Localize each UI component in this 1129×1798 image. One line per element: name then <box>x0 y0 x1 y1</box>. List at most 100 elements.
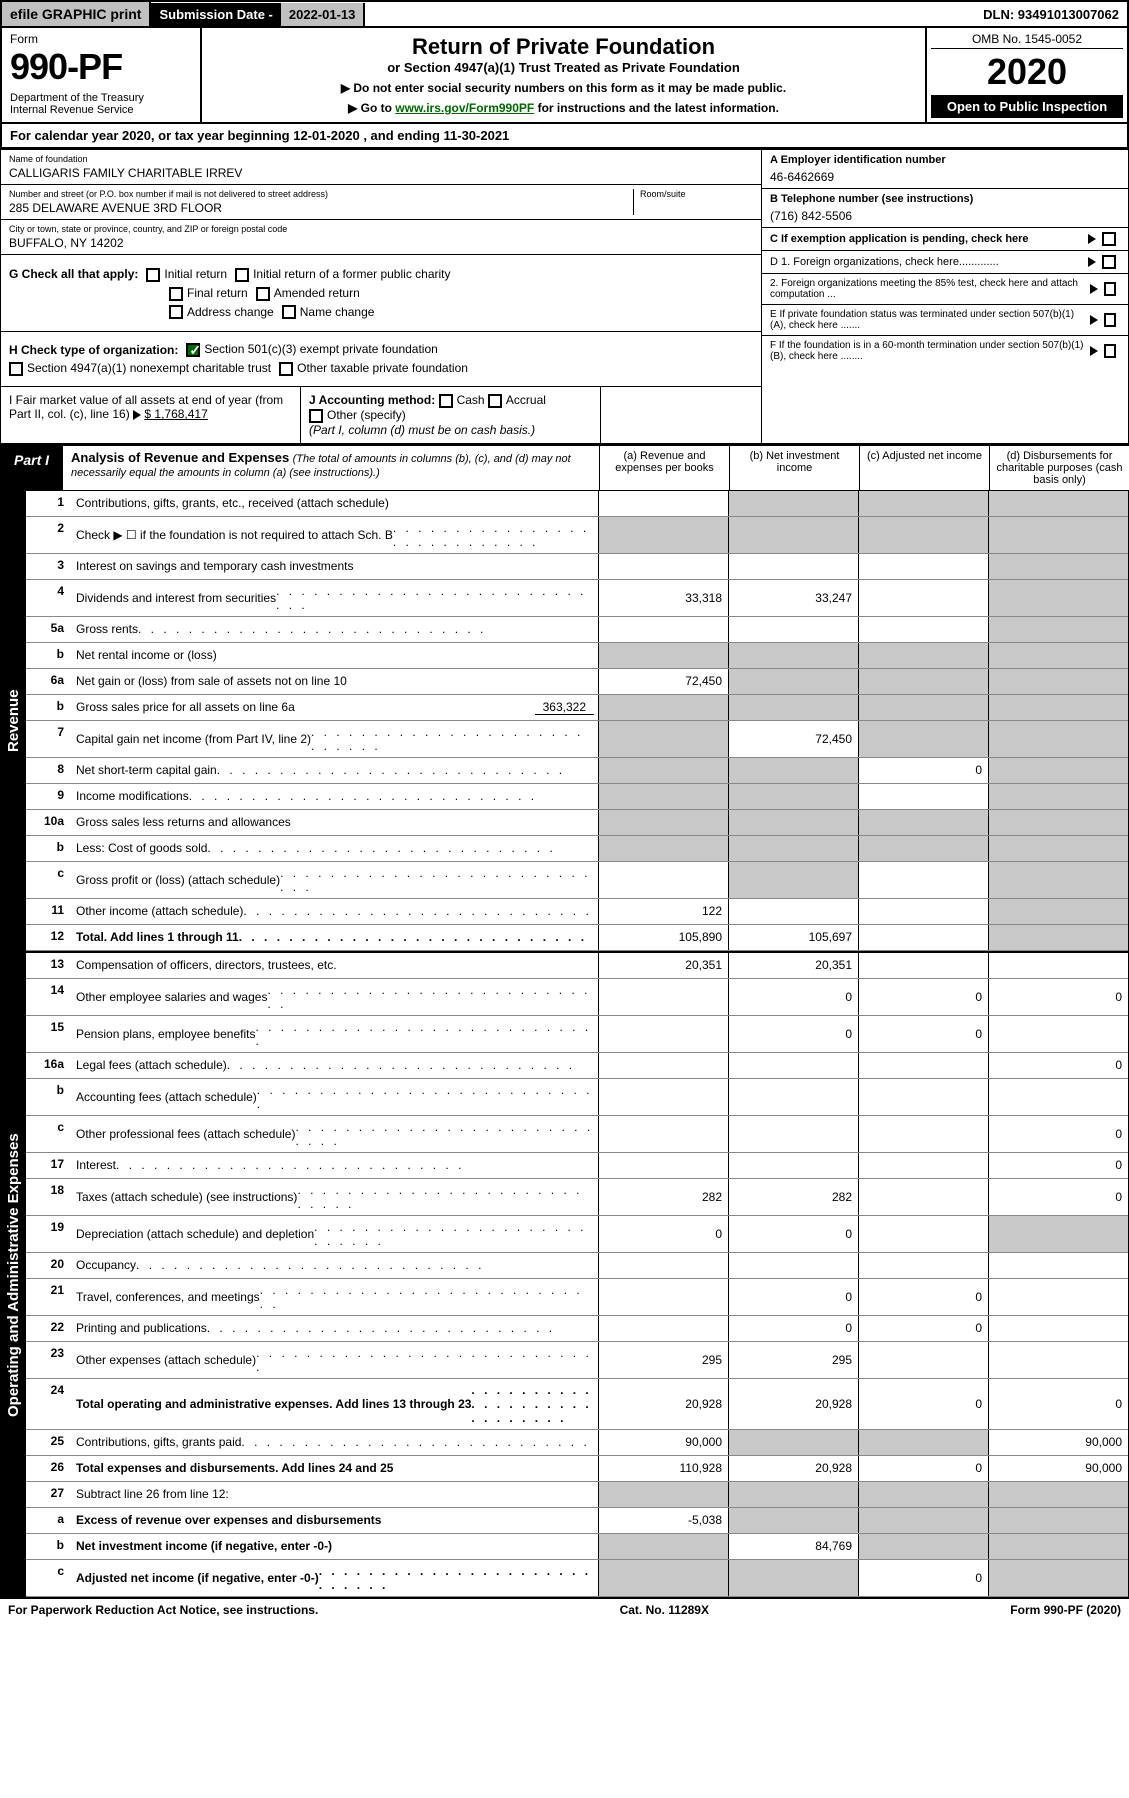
table-cell: 20,928 <box>728 1456 858 1481</box>
other-taxable-checkbox[interactable] <box>279 362 293 376</box>
row-label: Interest on savings and temporary cash i… <box>72 554 598 579</box>
table-row: 24 Total operating and administrative ex… <box>26 1379 1128 1430</box>
name-change-checkbox[interactable] <box>282 305 296 319</box>
row-label: Travel, conferences, and meetings <box>72 1279 598 1315</box>
row-number: 27 <box>26 1482 72 1507</box>
open-public-badge: Open to Public Inspection <box>931 95 1123 118</box>
section-j: J Accounting method: Cash Accrual Other … <box>301 387 601 443</box>
table-cell <box>858 617 988 642</box>
table-cell: 33,318 <box>598 580 728 616</box>
table-cell <box>728 862 858 898</box>
cash-checkbox[interactable] <box>439 394 453 408</box>
row-label: Gross rents <box>72 617 598 642</box>
table-row: b Gross sales price for all assets on li… <box>26 695 1128 721</box>
initial-public-checkbox[interactable] <box>235 268 249 282</box>
table-cell <box>858 554 988 579</box>
row-number: 1 <box>26 491 72 516</box>
row-number: b <box>26 695 72 720</box>
form-label: Form <box>10 32 192 46</box>
amended-return-checkbox[interactable] <box>256 287 270 301</box>
table-cell <box>728 1508 858 1533</box>
table-cell <box>988 836 1128 861</box>
table-cell: 90,000 <box>598 1430 728 1455</box>
final-return-checkbox[interactable] <box>169 287 183 301</box>
501c3-checkbox[interactable] <box>186 343 200 357</box>
table-cell <box>988 925 1128 950</box>
table-cell: 0 <box>858 758 988 783</box>
table-cell <box>858 721 988 757</box>
row-number: 4 <box>26 580 72 616</box>
row-number: b <box>26 643 72 668</box>
c-checkbox[interactable] <box>1102 232 1116 246</box>
row-number: 9 <box>26 784 72 809</box>
address-change-checkbox[interactable] <box>169 305 183 319</box>
table-cell <box>728 554 858 579</box>
table-cell: 282 <box>598 1179 728 1215</box>
table-cell <box>598 1153 728 1178</box>
efile-button[interactable]: efile GRAPHIC print <box>2 2 151 26</box>
table-cell <box>988 1508 1128 1533</box>
table-cell <box>988 617 1128 642</box>
table-cell <box>858 1053 988 1078</box>
row-label: Subtract line 26 from line 12: <box>72 1482 598 1507</box>
form-subtitle: or Section 4947(a)(1) Trust Treated as P… <box>208 60 919 75</box>
table-cell: 0 <box>988 1153 1128 1178</box>
omb-number: OMB No. 1545-0052 <box>931 32 1123 49</box>
table-cell <box>988 953 1128 978</box>
table-cell <box>598 1253 728 1278</box>
h-section: H Check type of organization: Section 50… <box>9 342 753 357</box>
e-checkbox[interactable] <box>1104 313 1116 327</box>
table-cell <box>988 1079 1128 1115</box>
d2-label: 2. Foreign organizations meeting the 85%… <box>770 278 1090 300</box>
table-row: 18 Taxes (attach schedule) (see instruct… <box>26 1179 1128 1216</box>
table-cell: 33,247 <box>728 580 858 616</box>
other-method-checkbox[interactable] <box>309 409 323 423</box>
table-cell <box>728 758 858 783</box>
initial-return-checkbox[interactable] <box>146 268 160 282</box>
table-row: 10a Gross sales less returns and allowan… <box>26 810 1128 836</box>
table-row: 22 Printing and publications 00 <box>26 1316 1128 1342</box>
table-cell <box>598 862 728 898</box>
accrual-checkbox[interactable] <box>488 394 502 408</box>
row-label: Legal fees (attach schedule) <box>72 1053 598 1078</box>
table-cell <box>988 1316 1128 1341</box>
arrow-icon <box>1090 346 1098 356</box>
table-row: 2 Check ▶ ☐ if the foundation is not req… <box>26 517 1128 554</box>
foundation-name: CALLIGARIS FAMILY CHARITABLE IRREV <box>9 166 753 180</box>
table-cell <box>598 1116 728 1152</box>
f-checkbox[interactable] <box>1104 344 1116 358</box>
table-row: 1 Contributions, gifts, grants, etc., re… <box>26 491 1128 517</box>
table-row: 27 Subtract line 26 from line 12: <box>26 1482 1128 1508</box>
row-number: 24 <box>26 1379 72 1429</box>
irs-link[interactable]: www.irs.gov/Form990PF <box>395 101 534 115</box>
expenses-label: Operating and Administrative Expenses <box>1 953 26 1597</box>
table-row: 26 Total expenses and disbursements. Add… <box>26 1456 1128 1482</box>
table-cell <box>858 1179 988 1215</box>
city: BUFFALO, NY 14202 <box>9 236 753 250</box>
table-cell <box>988 1279 1128 1315</box>
col-c-header: (c) Adjusted net income <box>859 446 989 490</box>
c-label: C If exemption application is pending, c… <box>770 233 1029 245</box>
form-number: 990-PF <box>10 46 192 88</box>
d2-checkbox[interactable] <box>1104 282 1116 296</box>
table-row: a Excess of revenue over expenses and di… <box>26 1508 1128 1534</box>
d1-checkbox[interactable] <box>1102 255 1116 269</box>
4947-checkbox[interactable] <box>9 362 23 376</box>
row-number: 22 <box>26 1316 72 1341</box>
row-label: Dividends and interest from securities <box>72 580 598 616</box>
part1-header: Part I Analysis of Revenue and Expenses … <box>0 444 1129 490</box>
table-cell <box>728 1079 858 1115</box>
phone: (716) 842-5506 <box>770 209 1120 223</box>
row-number: 21 <box>26 1279 72 1315</box>
table-cell <box>858 784 988 809</box>
row-label: Check ▶ ☐ if the foundation is not requi… <box>72 517 598 553</box>
table-cell <box>988 554 1128 579</box>
table-cell: 72,450 <box>728 721 858 757</box>
table-row: 7 Capital gain net income (from Part IV,… <box>26 721 1128 758</box>
table-cell <box>598 695 728 720</box>
table-cell <box>858 669 988 694</box>
section-i: I Fair market value of all assets at end… <box>1 387 301 443</box>
row-label: Taxes (attach schedule) (see instruction… <box>72 1179 598 1215</box>
row-number: 26 <box>26 1456 72 1481</box>
row-number: 18 <box>26 1179 72 1215</box>
